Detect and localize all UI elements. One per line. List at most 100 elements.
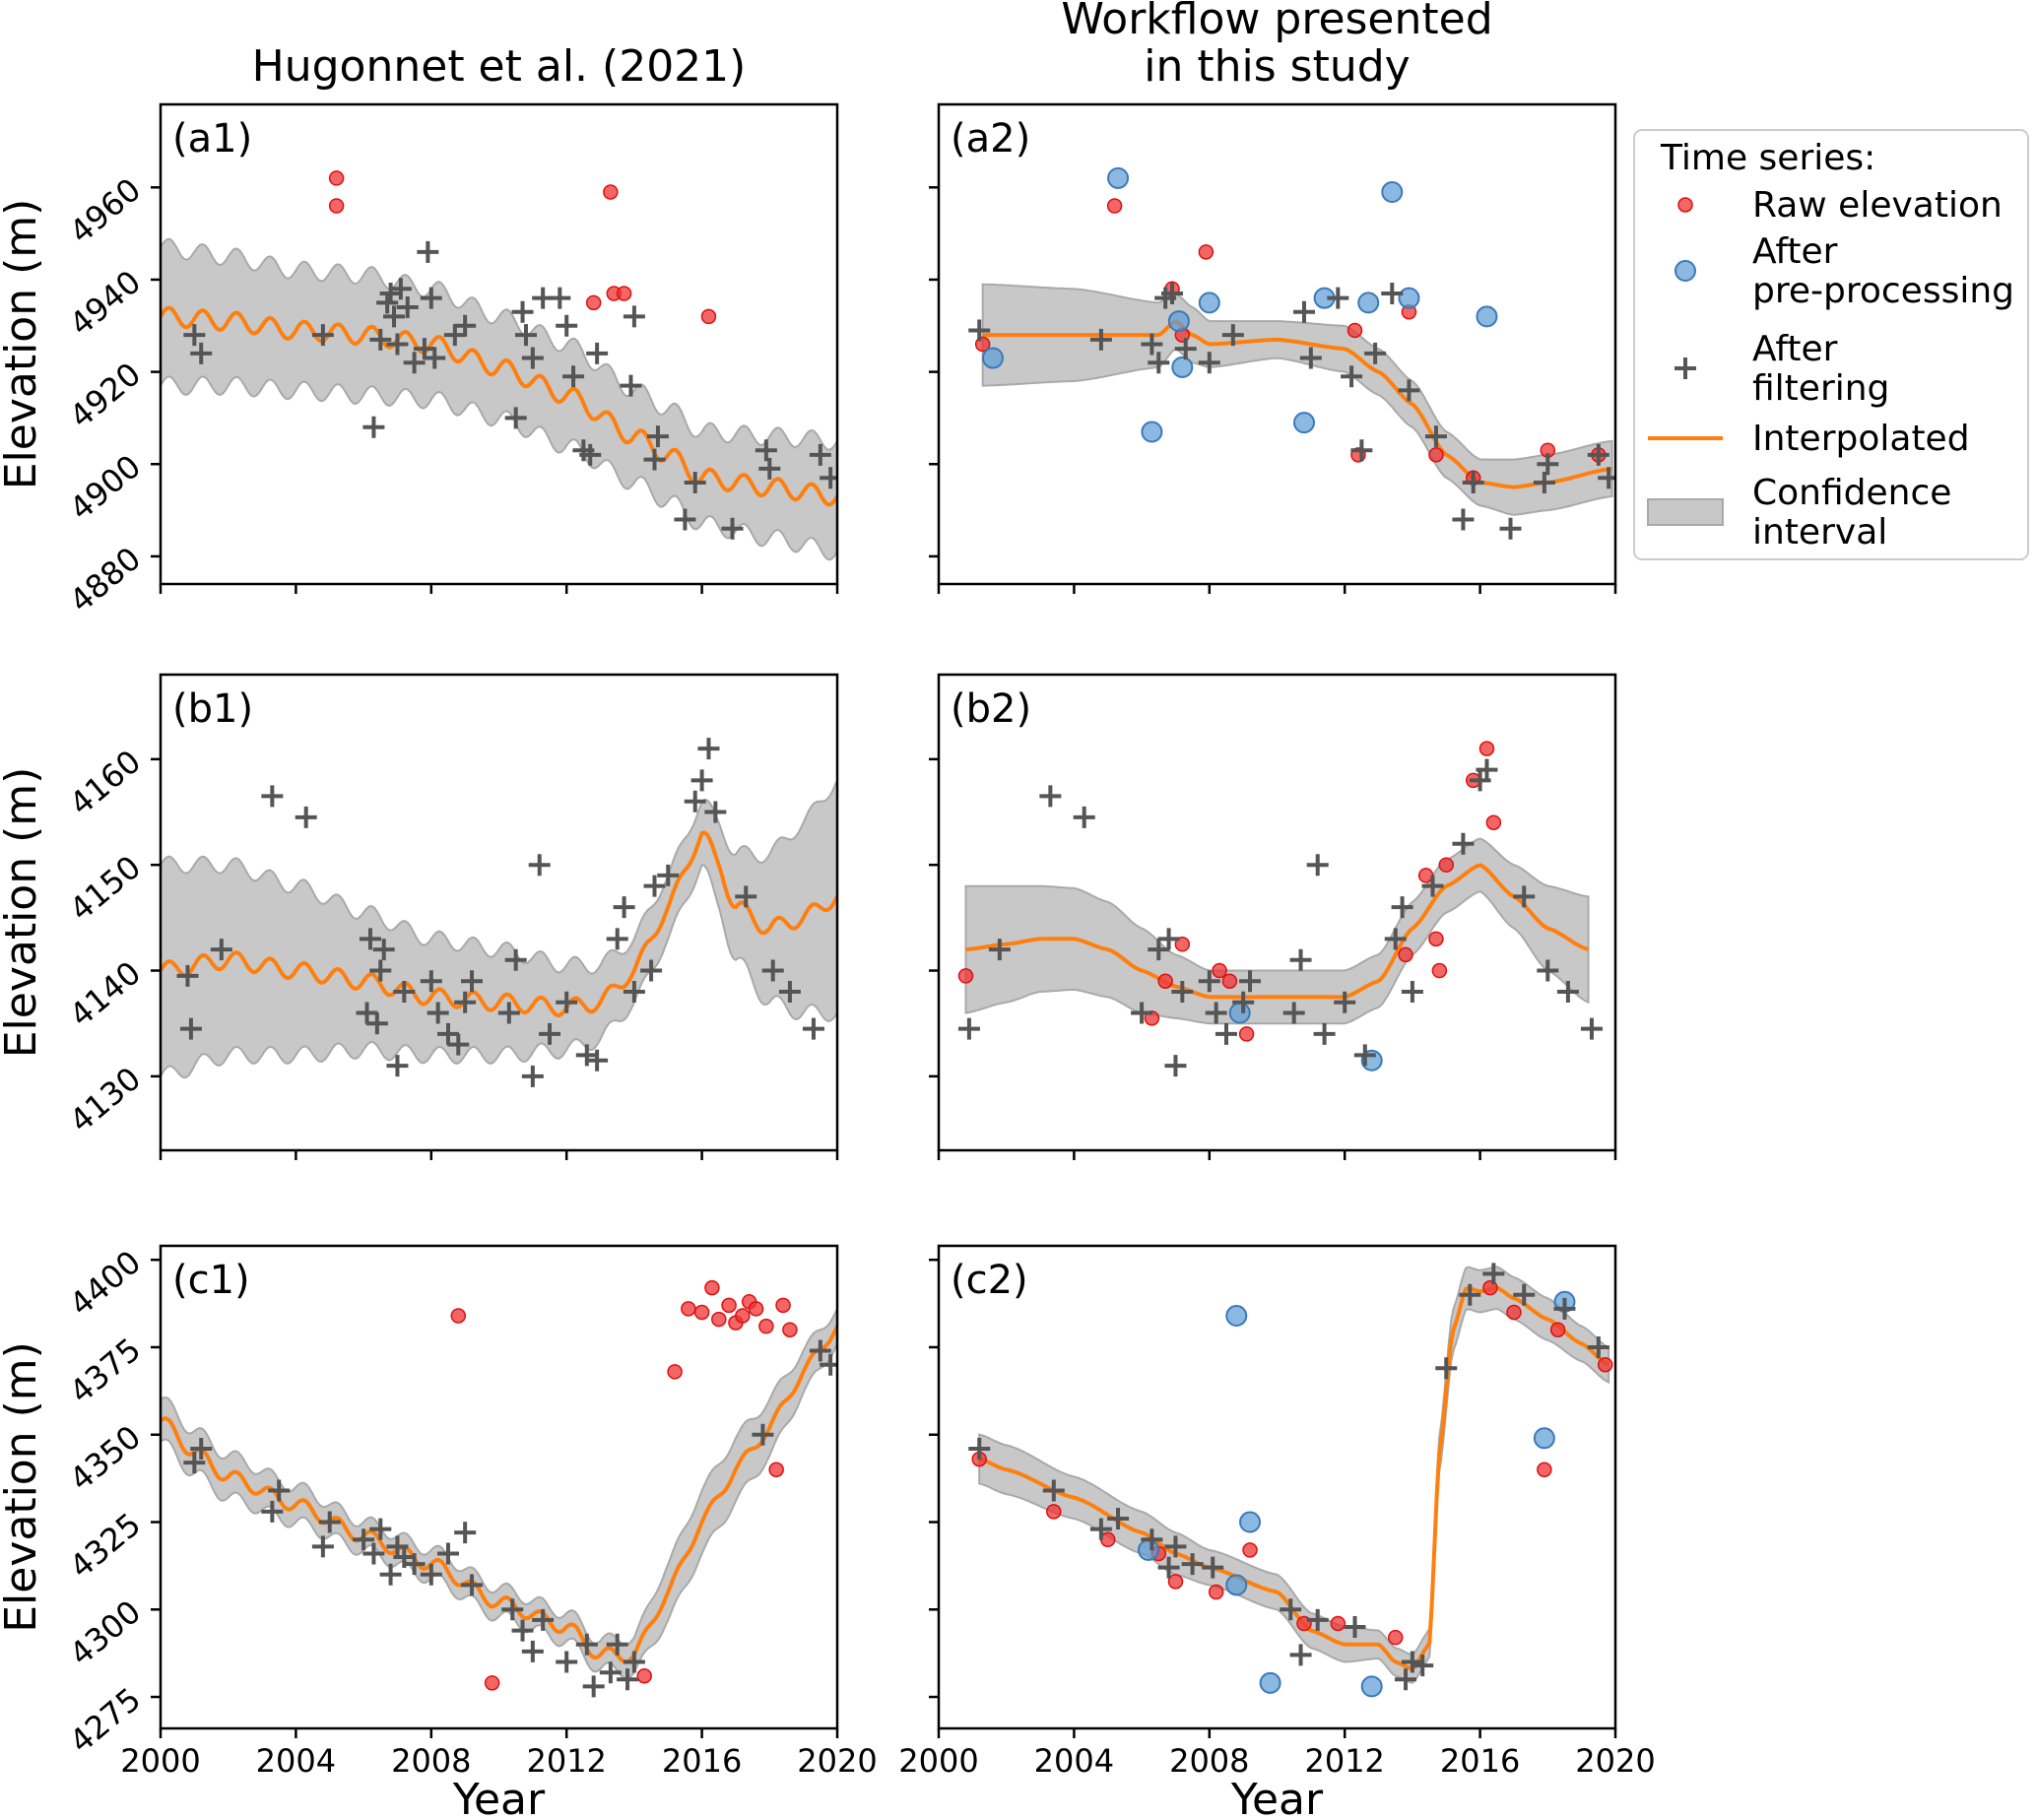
filtered-point xyxy=(1384,928,1407,950)
panel-label: (c1) xyxy=(172,1258,250,1303)
filtered-point xyxy=(461,1574,484,1596)
filtered-point xyxy=(403,1553,426,1576)
legend-entry-raw: Raw elevation xyxy=(1677,185,2003,226)
panel-label: (b1) xyxy=(172,686,253,732)
filtered-point xyxy=(643,448,666,471)
filtered-point xyxy=(1344,1616,1366,1639)
legend-ci-patch xyxy=(1647,498,1724,526)
x-axis-label: Year xyxy=(452,1775,546,1820)
panel-a1: 4880 4900 4920 4940 4960 (a1) xyxy=(62,102,839,619)
filtered-point xyxy=(1587,443,1609,466)
filtered-point xyxy=(532,1608,555,1631)
filtered-point xyxy=(1198,352,1220,374)
filtered-point xyxy=(1089,1518,1112,1540)
y-axis-label: Elevation (m) xyxy=(0,767,46,1059)
panel-label: (b2) xyxy=(951,686,1031,732)
raw-point xyxy=(667,1364,683,1380)
filtered-point xyxy=(1476,758,1498,781)
filtered-point xyxy=(443,324,466,347)
filtered-point xyxy=(521,1640,544,1662)
filtered-point xyxy=(295,806,317,828)
filtered-point xyxy=(403,352,426,374)
x-tick-label: 2012 xyxy=(1304,1742,1384,1780)
filtered-point xyxy=(957,1017,980,1040)
filtered-point xyxy=(606,1633,628,1656)
filtered-point xyxy=(1401,1651,1423,1673)
raw-point xyxy=(1242,1542,1258,1558)
raw-point xyxy=(782,1322,798,1337)
filtered-point xyxy=(436,1022,459,1045)
filtered-point xyxy=(1462,471,1484,493)
legend-label: pre-processing xyxy=(1752,271,2014,311)
filtered-point xyxy=(802,1017,824,1040)
raw-point xyxy=(721,1297,737,1314)
filtered-point xyxy=(1148,352,1170,374)
filtered-point xyxy=(643,875,666,897)
filtered-point xyxy=(1533,471,1555,493)
filtered-point xyxy=(1381,282,1404,304)
legend-label: interval xyxy=(1752,512,1887,552)
filtered-point xyxy=(369,959,392,982)
filtered-point xyxy=(684,471,706,493)
filtered-point xyxy=(704,801,727,823)
x-tick-label: 2004 xyxy=(256,1742,336,1780)
filtered-point xyxy=(1341,365,1363,388)
preprocessed-point xyxy=(1228,1002,1251,1024)
filtered-point xyxy=(386,1055,409,1077)
filtered-point xyxy=(454,314,477,337)
raw-point xyxy=(484,1675,500,1691)
filtered-point xyxy=(511,1619,534,1642)
interpolated-line xyxy=(161,305,837,507)
y-tick-label: 4160 xyxy=(62,743,148,822)
filtered-point xyxy=(1232,991,1255,1013)
raw-point xyxy=(636,1667,652,1684)
filtered-point xyxy=(1313,1022,1336,1045)
filtered-point xyxy=(176,964,199,987)
preprocessed-point xyxy=(1167,310,1190,333)
raw-point xyxy=(1428,447,1444,463)
plot-area xyxy=(161,1279,837,1698)
filtered-point xyxy=(1334,991,1356,1013)
filtered-point xyxy=(420,1563,442,1586)
panel-frame xyxy=(937,1244,1617,1730)
filtered-point xyxy=(1421,875,1444,897)
filtered-point xyxy=(1513,1283,1536,1306)
filtered-point xyxy=(427,1002,449,1024)
filtered-point xyxy=(318,1511,341,1533)
raw-point xyxy=(1485,814,1502,831)
filtered-point xyxy=(420,287,442,309)
filtered-point xyxy=(1215,1022,1237,1045)
raw-point xyxy=(1549,1322,1566,1337)
filtered-point xyxy=(586,1049,609,1072)
filtered-point xyxy=(514,324,537,347)
raw-point xyxy=(700,308,717,325)
raw-point xyxy=(711,1311,727,1328)
preprocessed-point xyxy=(1198,292,1220,314)
y-tick-label: 4140 xyxy=(62,954,148,1034)
y-tick-label: 4300 xyxy=(62,1592,148,1672)
filtered-point xyxy=(436,1542,459,1565)
plot-area xyxy=(968,166,1615,540)
raw-point xyxy=(1431,962,1448,979)
filtered-point xyxy=(183,1452,206,1474)
filtered-point xyxy=(539,1022,561,1045)
filtered-point xyxy=(640,959,663,982)
filtered-point xyxy=(1452,508,1475,531)
preprocessed-point xyxy=(1141,421,1163,443)
legend-filt-marker xyxy=(1675,358,1696,379)
filtered-point xyxy=(369,1518,392,1540)
filtered-point xyxy=(1174,338,1197,360)
raw-point xyxy=(1478,741,1495,756)
raw-point xyxy=(1198,244,1215,260)
raw-point xyxy=(1506,1304,1522,1321)
filtered-point xyxy=(1553,1297,1576,1320)
filtered-point xyxy=(562,365,585,388)
confidence-band xyxy=(978,1266,1610,1684)
filtered-point xyxy=(1157,1556,1180,1579)
filtered-point xyxy=(1598,467,1615,489)
preprocessed-point xyxy=(1360,1675,1383,1698)
raw-point xyxy=(585,294,602,311)
filtered-point xyxy=(586,342,609,364)
filtered-point xyxy=(1141,333,1163,356)
